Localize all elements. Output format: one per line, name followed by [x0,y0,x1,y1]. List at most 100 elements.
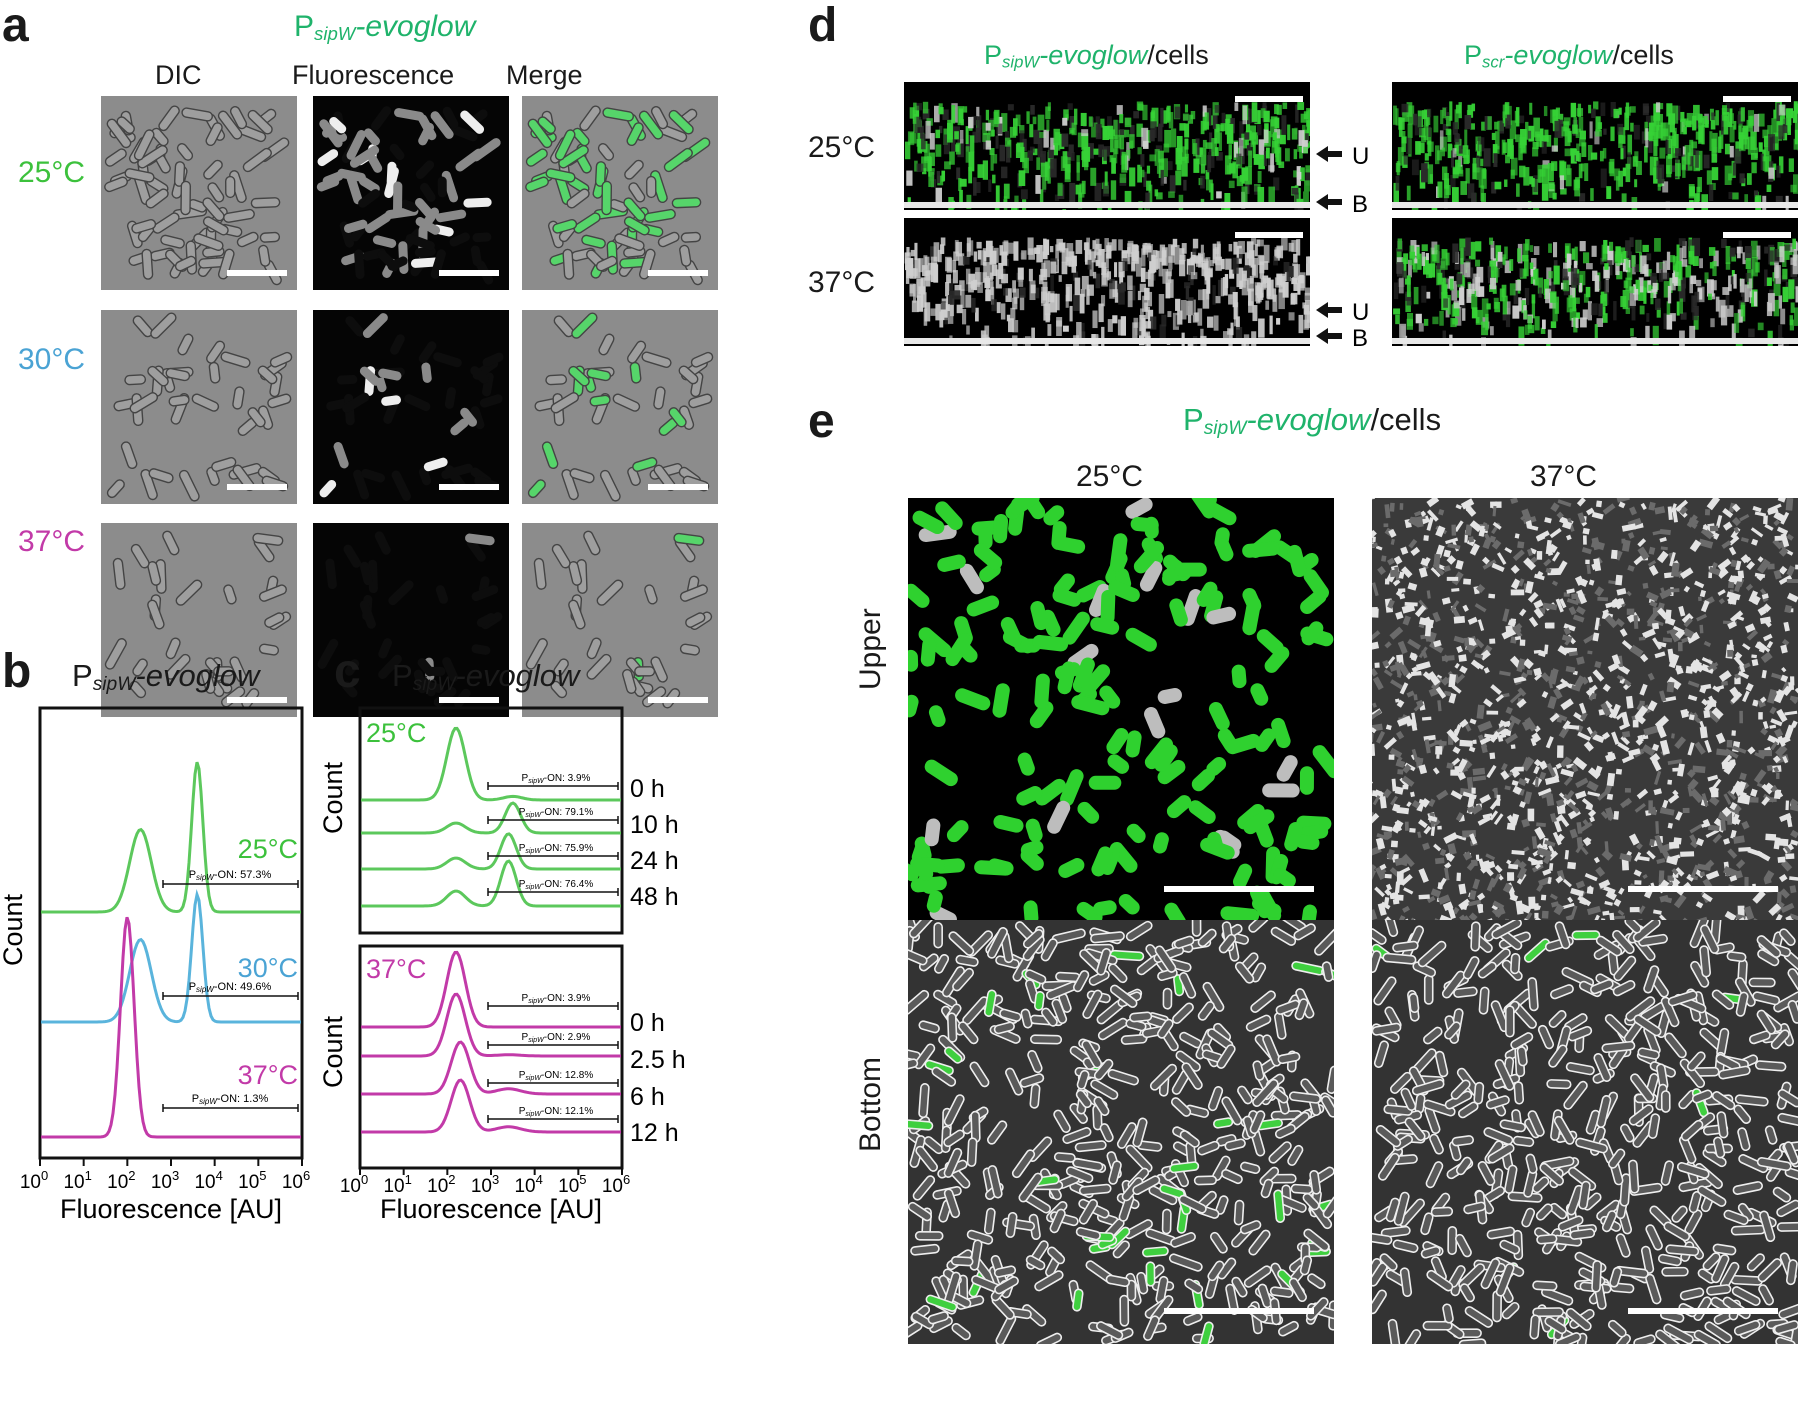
panel-e-col-25c: 25°C [1076,460,1144,493]
e-bottom-25c [908,920,1334,1344]
panel-c-top-temp: 25°C [366,718,426,748]
micrograph-mg-25c [522,96,718,290]
row-label-25c: 25°C [18,156,86,189]
panel-e-title: PsipW-evoglow/cells [1183,402,1442,440]
svg-text:B: B [1352,191,1368,218]
scale-bar [648,484,708,490]
panel-d-row-25c: 25°C [808,131,876,164]
arrow-u-37c: U [1316,299,1369,326]
arrow-b-25c: B [1316,191,1368,218]
col-header-fluorescence: Fluorescence [292,60,455,90]
xtick-label: 106 [282,1168,310,1193]
curve-30c [41,888,301,1024]
curve-37c-t3 [361,1078,621,1134]
panel-e-row-upper: Upper [854,608,887,690]
svg-text:B: B [1352,325,1368,352]
panel-c-bottom-temp: 37°C [366,954,426,984]
panel-b-letter: b [2,645,32,698]
scale-bar [227,270,287,276]
curve-25c-t3 [361,859,621,908]
xtick-label: 101 [63,1168,91,1193]
xtick-label: 105 [238,1168,266,1193]
time-label: 6 h [630,1083,665,1111]
row-label-37c: 37°C [18,525,86,558]
curve-25c [41,761,301,914]
panel-d-letter: d [808,0,838,52]
panel-c-top-ylabel: Count [320,761,348,834]
gate-label: PsipW-ON: 49.6% [189,981,272,994]
panel-c-bottom-ylabel: Count [320,1015,348,1088]
scale-bar [1164,1308,1314,1314]
d-sipw-37c [904,218,1310,346]
panel-d-left-title: PsipW-evoglow/cells [984,40,1209,72]
curve-label-30c: 30°C [238,953,298,983]
curve-37c-t1 [361,992,621,1058]
gate-label: PsipW-ON: 12.8% [519,1070,594,1082]
curve-37c-t2 [361,1040,621,1096]
curve-label-25c: 25°C [238,834,298,864]
curve-25c-t0 [361,726,621,802]
scale-bar [1628,886,1778,892]
panel-c-top-frame [358,706,624,935]
gate-label: PsipW-ON: 1.3% [192,1093,269,1106]
scale-bar [1235,232,1303,238]
panel-b-xticks: 100 101 102 103 104 105 106 [20,1158,310,1193]
panel-b-title: PsipW-evoglow [72,658,260,696]
d-scr-37c [1392,218,1798,346]
gate-label: PsipW-ON: 3.9% [522,773,591,785]
scale-bar [439,270,499,276]
e-bottom-37c [1372,920,1798,1344]
arrow-b-37c: B [1316,325,1368,352]
micrograph-dic-30c [101,310,297,504]
micrograph-mg-30c [522,310,718,504]
panel-e-col-37c: 37°C [1530,460,1598,493]
xtick-label: 105 [558,1172,586,1197]
panel-a-letter: a [2,0,29,52]
xtick-label: 103 [471,1172,499,1197]
panel-d-row-37c: 37°C [808,266,876,299]
curve-37c-t0 [361,950,621,1029]
time-label: 0 h [630,1009,665,1037]
panel-d-arrows: U B U B [1316,143,1369,352]
micrograph-fl-30c [313,310,509,504]
gate-label: PsipW-ON: 12.1% [519,1106,594,1118]
col-header-merge: Merge [506,60,583,90]
xtick-label: 106 [602,1172,630,1197]
time-label: 48 h [630,883,679,911]
panel-b-frame [38,706,304,1160]
panel-c-chart: Count Count 25°C 37°C PsipW-ON: 3.9% 0 h P… [320,706,686,1224]
xtick-label: 104 [194,1168,222,1193]
scale-bar [1723,232,1791,238]
micrograph-dic-37c [101,523,297,717]
time-label: 10 h [630,811,679,839]
col-header-dic: DIC [155,60,202,90]
scale-bar [227,484,287,490]
xtick-label: 102 [107,1168,135,1193]
xtick-label: 103 [151,1168,179,1193]
scale-bar [439,697,499,703]
time-label: 0 h [630,775,665,803]
gate-label: PsipW-ON: 79.1% [519,807,594,819]
panel-e-letter: e [808,395,835,448]
d-scr-25c [1392,82,1798,210]
svg-text:U: U [1352,143,1369,170]
gate-label: PsipW-ON: 2.9% [522,1032,591,1044]
micrograph-dic-25c [101,96,297,290]
scale-bar [439,484,499,490]
gate-label: PsipW-ON: 76.4% [519,879,594,891]
curve-25c-t2 [361,832,621,871]
xtick-label: 101 [383,1172,411,1197]
panel-c-title: PsipW-evoglow [392,658,580,696]
time-label: 24 h [630,847,679,875]
xtick-label: 100 [340,1172,368,1197]
panel-c-xlabel: Fluorescence [AU] [380,1194,602,1224]
panel-e-row-bottom: Bottom [854,1056,887,1152]
panel-b-xlabel: Fluorescence [AU] [60,1194,282,1224]
xtick-label: 102 [427,1172,455,1197]
d-sipw-25c [904,82,1310,210]
curve-label-37c: 37°C [238,1060,298,1090]
scale-bar [648,270,708,276]
e-upper-37c [1372,498,1798,922]
panel-c-letter: c [334,645,361,698]
gate-label: PsipW-ON: 3.9% [522,993,591,1005]
